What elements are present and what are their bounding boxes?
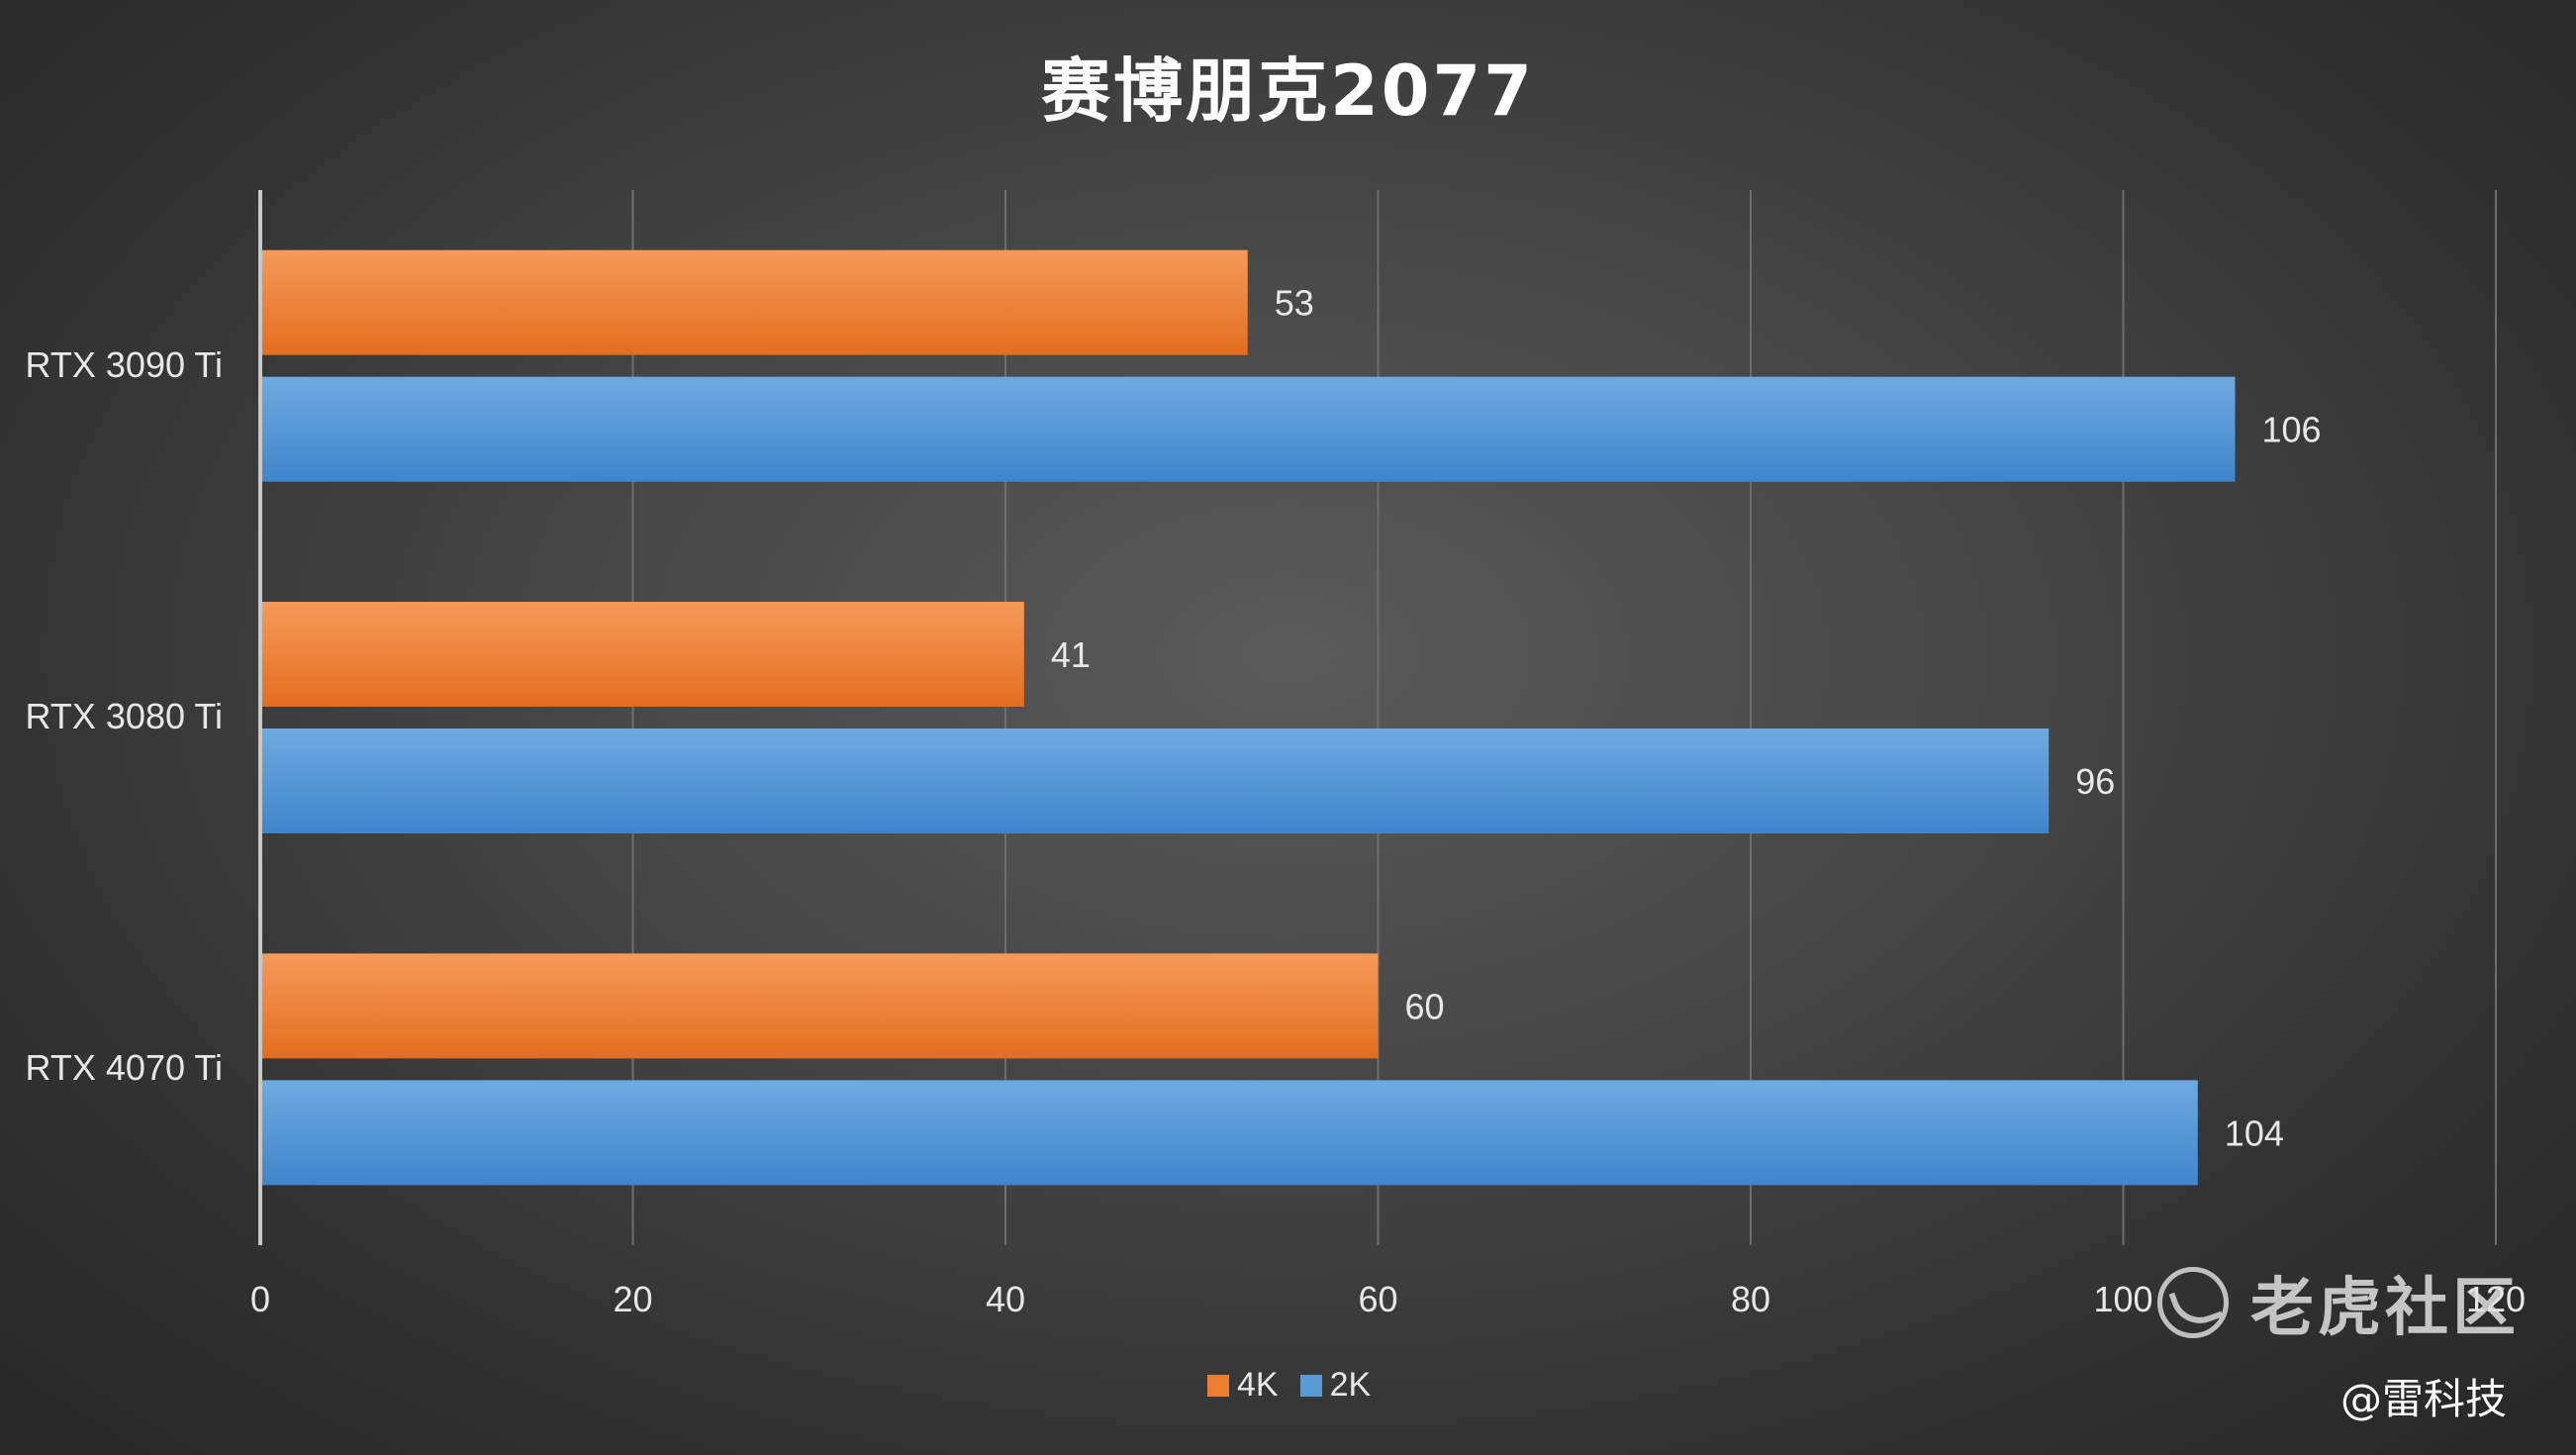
chart-title: 赛博朋克2077 — [1041, 50, 1535, 132]
x-tick-label: 80 — [1731, 1279, 1770, 1319]
category-label: RTX 3080 Ti — [25, 696, 223, 736]
data-label: 104 — [2225, 1113, 2284, 1153]
bar-4k-0 — [262, 249, 1248, 355]
legend: 4K 2K — [1207, 1366, 1392, 1405]
category-label: RTX 3090 Ti — [25, 343, 223, 385]
x-tick-label: 40 — [986, 1279, 1025, 1319]
data-label: 106 — [2261, 410, 2321, 450]
legend-swatch-2k — [1299, 1374, 1322, 1397]
legend-item-4k: 4K — [1207, 1366, 1279, 1405]
x-tick-label: 60 — [1358, 1279, 1397, 1319]
legend-label-4k: 4K — [1237, 1366, 1279, 1404]
x-tick-label: 120 — [2466, 1279, 2526, 1319]
bar-4k-1 — [262, 602, 1024, 707]
credit-text: @雷科技 — [2340, 1375, 2508, 1423]
legend-swatch-4k — [1207, 1374, 1229, 1397]
data-label: 53 — [1275, 283, 1314, 324]
data-label: 96 — [2075, 761, 2115, 802]
data-label: 41 — [1051, 634, 1091, 675]
bar-2k-1 — [262, 728, 2050, 833]
x-tick-label: 0 — [250, 1279, 270, 1319]
category-label: RTX 4070 Ti — [25, 1047, 223, 1089]
bar-2k-0 — [262, 376, 2236, 482]
bar-2k-2 — [262, 1080, 2198, 1186]
legend-item-2k: 2K — [1299, 1366, 1372, 1405]
data-label: 60 — [1405, 986, 1445, 1026]
watermark-text: 老虎社区 — [2250, 1272, 2520, 1345]
bar-4k-2 — [262, 953, 1379, 1059]
tiger-logo-icon — [2157, 1267, 2229, 1338]
legend-label-2k: 2K — [1329, 1366, 1372, 1404]
x-tick-label: 100 — [2093, 1279, 2152, 1319]
watermark: 老虎社区 — [2157, 1257, 2520, 1348]
x-tick-label: 20 — [613, 1279, 652, 1319]
